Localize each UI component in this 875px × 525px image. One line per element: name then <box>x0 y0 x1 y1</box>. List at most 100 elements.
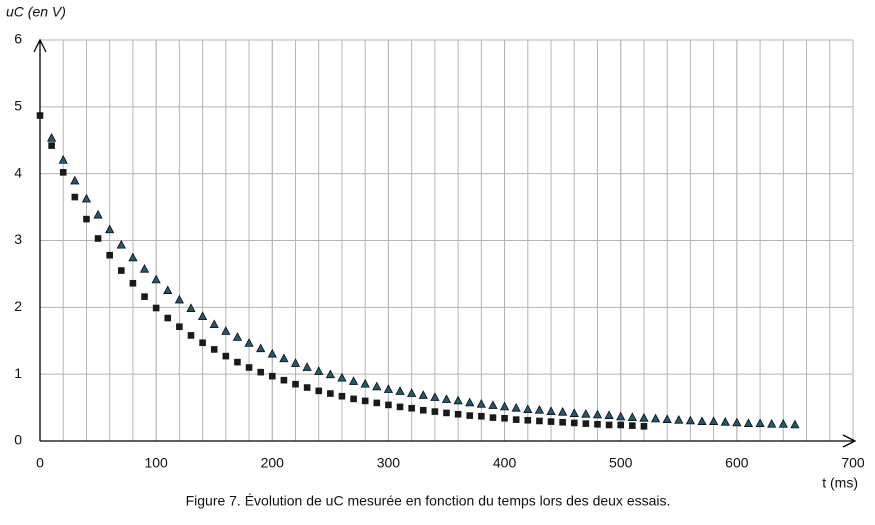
data-point <box>581 409 591 418</box>
data-point <box>431 408 439 415</box>
data-point <box>222 352 230 360</box>
x-tick-label: 100 <box>144 455 168 471</box>
data-point <box>767 419 777 428</box>
y-tick-label: 4 <box>14 164 22 180</box>
data-point <box>302 362 312 371</box>
x-tick-label: 700 <box>841 455 865 471</box>
data-point <box>209 319 219 329</box>
data-point <box>383 384 394 393</box>
y-axis-label: uC (en V) <box>6 4 66 20</box>
data-point <box>129 279 137 287</box>
data-point <box>174 294 184 304</box>
data-point <box>327 390 334 397</box>
data-point <box>186 303 196 313</box>
data-point <box>349 376 359 385</box>
data-point <box>558 407 568 416</box>
x-axis-label: t (ms) <box>822 475 858 491</box>
data-point <box>488 400 498 409</box>
data-point <box>720 417 730 426</box>
data-point <box>465 397 475 407</box>
data-point <box>118 267 125 274</box>
data-point <box>83 215 90 223</box>
data-point <box>582 420 590 427</box>
data-point <box>546 406 556 415</box>
x-tick-label: 200 <box>261 455 285 471</box>
data-point <box>256 343 266 353</box>
data-point <box>627 412 637 421</box>
data-point <box>569 408 579 417</box>
data-point <box>443 409 450 417</box>
data-point <box>499 401 510 411</box>
data-point <box>279 353 289 363</box>
data-point <box>81 193 92 203</box>
data-point <box>245 364 253 371</box>
data-point <box>268 372 276 380</box>
data-point <box>372 381 382 391</box>
data-point <box>94 235 102 242</box>
data-point <box>325 369 335 379</box>
data-point <box>303 384 311 391</box>
x-tick-label: 400 <box>493 455 517 471</box>
data-point <box>315 387 323 395</box>
data-point <box>732 417 742 427</box>
data-point <box>267 348 277 358</box>
grid <box>39 39 854 442</box>
y-tick-label: 1 <box>14 365 22 381</box>
data-point <box>629 422 636 429</box>
data-point <box>418 390 428 399</box>
data-point <box>47 133 57 142</box>
data-point <box>605 421 613 429</box>
data-point <box>116 239 126 249</box>
x-tick-label: 500 <box>609 455 633 471</box>
y-tick-label: 2 <box>14 298 22 314</box>
data-point <box>93 209 103 219</box>
data-point <box>430 392 440 401</box>
data-point <box>778 419 788 428</box>
data-point <box>338 392 346 400</box>
data-point <box>674 415 684 424</box>
data-point <box>360 378 370 388</box>
x-tick-label: 0 <box>36 455 44 471</box>
data-point <box>395 386 405 395</box>
data-point <box>128 252 138 262</box>
data-point <box>639 413 649 422</box>
data-point <box>592 409 603 419</box>
data-point <box>604 410 614 419</box>
data-point <box>152 304 160 312</box>
data-point <box>232 332 243 341</box>
data-point <box>163 285 173 294</box>
data-point <box>71 193 79 201</box>
data-point <box>501 414 508 422</box>
data-point <box>408 404 415 412</box>
data-point <box>151 274 161 284</box>
data-point <box>396 403 404 411</box>
data-point <box>314 366 324 375</box>
data-point <box>385 401 392 409</box>
data-point <box>466 412 474 419</box>
data-point <box>280 376 288 384</box>
data-point <box>441 394 452 403</box>
data-point <box>350 395 357 403</box>
data-point <box>709 416 719 425</box>
data-point <box>524 416 532 424</box>
data-point <box>511 403 521 412</box>
data-point <box>489 414 497 421</box>
data-point <box>221 326 231 335</box>
data-point <box>199 339 206 347</box>
data-point <box>476 398 486 408</box>
data-point <box>234 358 241 366</box>
y-tick-label: 5 <box>14 98 22 114</box>
data-point <box>210 346 218 353</box>
data-point <box>743 418 754 427</box>
data-point <box>616 411 626 421</box>
data-point <box>570 419 578 427</box>
data-point <box>640 422 648 430</box>
data-point <box>176 323 183 331</box>
data-point <box>650 413 661 423</box>
data-point <box>594 420 601 428</box>
x-axis <box>40 434 857 448</box>
data-point <box>547 418 555 425</box>
data-point <box>244 338 254 347</box>
y-axis <box>33 38 47 441</box>
